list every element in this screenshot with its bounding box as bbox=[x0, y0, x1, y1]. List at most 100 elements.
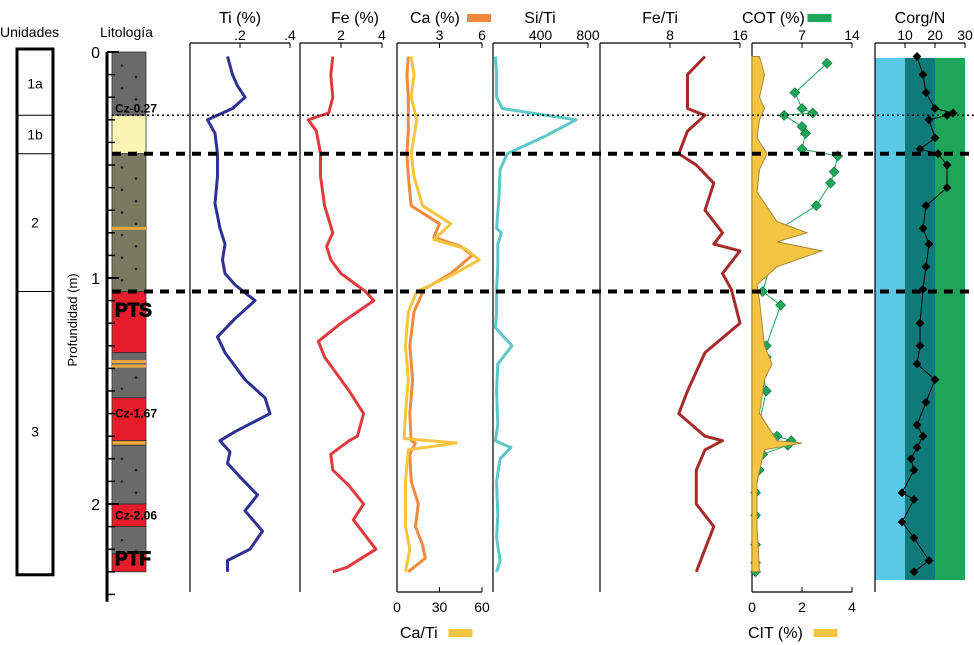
data-point-Corg/N bbox=[924, 239, 934, 249]
data-point-COT bbox=[821, 57, 833, 69]
x-tick-label: 30 bbox=[432, 599, 448, 615]
panel-layer: 1a 1b 2 3 Cz-0.27 PTS Cz-1.67 Cz-2.06 PTF 0 1 2 .2 .4… bbox=[15, 10, 973, 642]
series-label-COT: COT (%) bbox=[742, 10, 805, 27]
data-point-Corg/N bbox=[909, 533, 919, 543]
series-line-Ca/Ti bbox=[402, 56, 481, 573]
depth-tick-label-0: 0 bbox=[91, 45, 100, 62]
series-label-CIT: CIT (%) bbox=[748, 625, 803, 642]
lithology-header: Litología bbox=[100, 24, 153, 40]
lithology-grain bbox=[120, 188, 124, 192]
lithology-thin-layer bbox=[112, 226, 146, 230]
lithology-label-PTF: PTF bbox=[115, 549, 151, 570]
data-point-Corg/N bbox=[915, 318, 925, 328]
x-tick-label: 8 bbox=[666, 27, 674, 43]
series-area-CIT bbox=[751, 56, 824, 573]
unit-boundary-lines bbox=[112, 114, 974, 294]
series-line-Fe bbox=[306, 56, 378, 574]
lithology-block-gray bbox=[111, 526, 147, 555]
lithology-grain bbox=[134, 75, 138, 79]
lithology-grain bbox=[120, 256, 124, 259]
lithology-block-olive bbox=[111, 153, 147, 292]
lithology-grain bbox=[134, 245, 138, 248]
data-point-COT bbox=[810, 200, 822, 212]
lithology-grain bbox=[134, 550, 138, 553]
x-tick-label: 800 bbox=[576, 27, 600, 43]
lithology-grain bbox=[134, 98, 138, 101]
x-tick-label: 60 bbox=[474, 599, 490, 615]
series-line-Ca bbox=[405, 56, 474, 573]
data-point-Corg/N bbox=[921, 262, 931, 272]
series-line-Si/Ti bbox=[493, 56, 578, 573]
lithology-block-red bbox=[111, 397, 147, 442]
units-header: Unidades bbox=[0, 24, 59, 40]
data-point-COT bbox=[789, 87, 801, 99]
units-column-frame bbox=[15, 47, 55, 577]
depth-tick-label-1: 1 bbox=[91, 271, 100, 288]
lithology-grain bbox=[134, 177, 138, 180]
lithology-grain bbox=[120, 538, 124, 542]
x-tick-label: 14 bbox=[844, 27, 860, 43]
corg-n-band bbox=[875, 58, 905, 580]
x-tick-label: 7 bbox=[798, 27, 806, 43]
x-tick-label: .2 bbox=[234, 27, 246, 43]
series-label-Ca: Ca (%) bbox=[410, 10, 460, 27]
lithology-block-red bbox=[111, 291, 147, 353]
lithology-grain bbox=[134, 491, 138, 495]
data-point-Corg/N bbox=[942, 160, 952, 170]
lithology-grain bbox=[120, 278, 124, 282]
data-point-Corg/N bbox=[918, 431, 928, 441]
series-line-Ti bbox=[206, 56, 272, 572]
lithology-grain bbox=[120, 64, 124, 67]
lithology-block-orange bbox=[111, 440, 147, 446]
x-tick-label: 30 bbox=[957, 27, 973, 43]
lithology-grain bbox=[120, 457, 124, 461]
lithology-thin-layer bbox=[112, 364, 146, 368]
panel-titles: Unidades Litología Profundidad (m) bbox=[0, 24, 153, 367]
lithology-label-PTS: PTS bbox=[115, 301, 152, 322]
data-point-Corg/N bbox=[906, 454, 916, 464]
unit-label-2: 2 bbox=[31, 215, 39, 231]
legend-swatch-Ca bbox=[467, 14, 491, 22]
data-point-COT bbox=[778, 109, 790, 121]
depth-axis-label: Profundidad (m) bbox=[65, 273, 80, 366]
data-point-Corg/N bbox=[921, 88, 931, 98]
data-point-Corg/N bbox=[930, 104, 940, 113]
series-label-Si/Ti: Si/Ti bbox=[524, 10, 555, 27]
data-point-Corg/N bbox=[909, 567, 919, 577]
data-point-Corg/N bbox=[912, 420, 922, 430]
data-point-COT bbox=[775, 299, 786, 311]
data-point-Corg/N bbox=[918, 70, 928, 80]
data-point-Corg/N bbox=[912, 443, 922, 452]
lithology-grain bbox=[134, 199, 138, 203]
x-tick-label: 2 bbox=[798, 599, 806, 615]
series-label-Corg/N: Corg/N bbox=[895, 10, 946, 27]
lithology-block-yellow bbox=[111, 114, 147, 155]
lithology-grain bbox=[134, 468, 138, 472]
x-tick-label: 6 bbox=[478, 27, 486, 43]
lithology-grain bbox=[120, 86, 124, 90]
x-tick-label: 4 bbox=[378, 27, 386, 43]
data-point-Corg/N bbox=[897, 517, 907, 527]
x-tick-label: 10 bbox=[897, 27, 913, 43]
data-point-COT bbox=[796, 103, 808, 114]
lithology-block-gray bbox=[111, 444, 147, 505]
lithology-label-Cz-2.06: Cz-2.06 bbox=[115, 508, 157, 522]
lithology-grain bbox=[120, 165, 124, 169]
lithology-thin-layer bbox=[112, 360, 146, 364]
data-point-Corg/N bbox=[912, 359, 922, 369]
lithology-grain bbox=[134, 267, 138, 271]
x-tick-label: 0 bbox=[393, 599, 401, 615]
x-tick-label: 16 bbox=[732, 27, 748, 43]
data-point-Corg/N bbox=[897, 488, 907, 498]
data-point-Corg/N bbox=[912, 52, 922, 61]
data-point-COT bbox=[825, 177, 836, 189]
x-tick-label: 0 bbox=[748, 599, 756, 615]
data-point-Corg/N bbox=[942, 183, 952, 193]
data-point-Corg/N bbox=[930, 375, 940, 385]
lithology-block-red bbox=[111, 553, 147, 573]
data-point-Corg/N bbox=[924, 115, 934, 125]
lithology-grain bbox=[120, 211, 124, 214]
series-label-Ca/Ti: Ca/Ti bbox=[400, 625, 438, 642]
data-point-Corg/N bbox=[921, 201, 931, 211]
data-point-COT bbox=[828, 166, 840, 178]
